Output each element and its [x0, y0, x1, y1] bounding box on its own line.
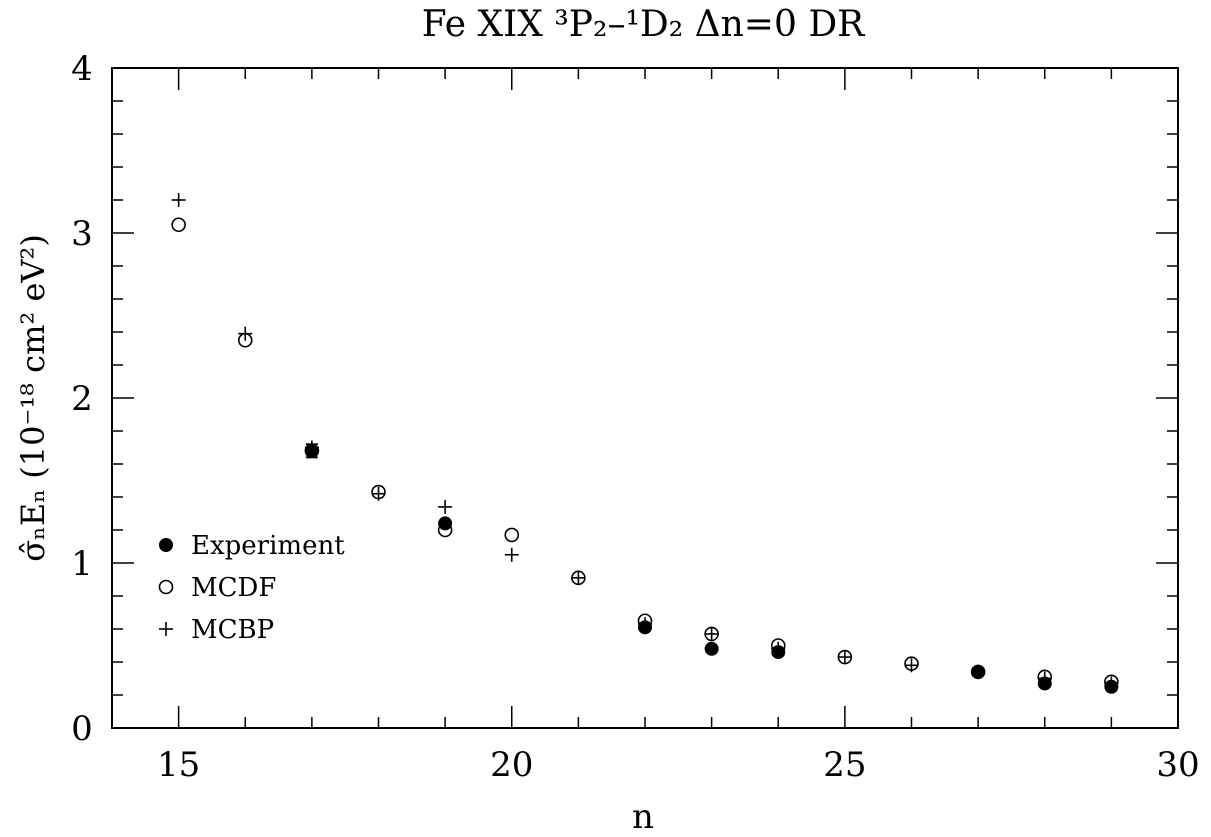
- x-tick-label: 20: [490, 745, 533, 785]
- y-tick-label: 2: [71, 379, 93, 419]
- x-tick-label: 15: [157, 745, 200, 785]
- y-tick-label: 3: [71, 214, 93, 254]
- mcdf-point: [171, 217, 186, 233]
- experiment-point: [1037, 676, 1052, 691]
- legend-label-experiment: Experiment: [191, 531, 345, 561]
- y-tick-label: 1: [71, 544, 93, 584]
- legend-marker-mcdf: [158, 579, 174, 595]
- experiment-point: [771, 645, 786, 660]
- legend-marker-experiment: [159, 538, 173, 552]
- mcbp-point: [571, 570, 586, 585]
- legend-marker-mcbp: [159, 622, 173, 636]
- axis-ticks: 15 20 25 30 0 1 2 3 4: [71, 49, 1199, 785]
- mcbp-point: [171, 193, 186, 207]
- mcdf-point: [704, 626, 719, 642]
- mcbp-point: [438, 499, 453, 514]
- y-axis-label: σ̂ₙEₙ (10⁻¹⁸ cm² eV²): [14, 234, 52, 562]
- legend-label-mcbp: MCBP: [191, 615, 274, 645]
- experiment-point: [438, 516, 453, 531]
- experiment-point: [704, 641, 719, 656]
- legend: Experiment MCDF MCBP: [158, 531, 345, 645]
- mcdf-point: [237, 332, 253, 348]
- chart-title: Fe XIX ³P₂–¹D₂ Δn=0 DR: [422, 4, 865, 45]
- y-tick-label: 0: [71, 709, 93, 749]
- experiment-point: [1104, 679, 1119, 694]
- mcdf-point: [371, 484, 386, 500]
- mcdf-point: [571, 570, 586, 586]
- experiment-point: [304, 443, 319, 458]
- y-tick-label: 4: [71, 49, 93, 89]
- mcdf-point: [904, 656, 919, 671]
- mcbp-point: [837, 650, 852, 665]
- legend-label-mcdf: MCDF: [191, 573, 276, 603]
- mcdf-point: [504, 527, 520, 543]
- mcdf-point: [837, 649, 853, 665]
- data-marks: [171, 193, 1119, 694]
- experiment-point: [638, 620, 652, 635]
- x-axis-label: n: [632, 797, 654, 832]
- experiment-point: [971, 664, 986, 679]
- x-tick-label: 25: [823, 745, 866, 785]
- x-tick-label: 30: [1156, 745, 1199, 785]
- mcbp-point: [704, 626, 719, 641]
- mcbp-point: [504, 547, 519, 562]
